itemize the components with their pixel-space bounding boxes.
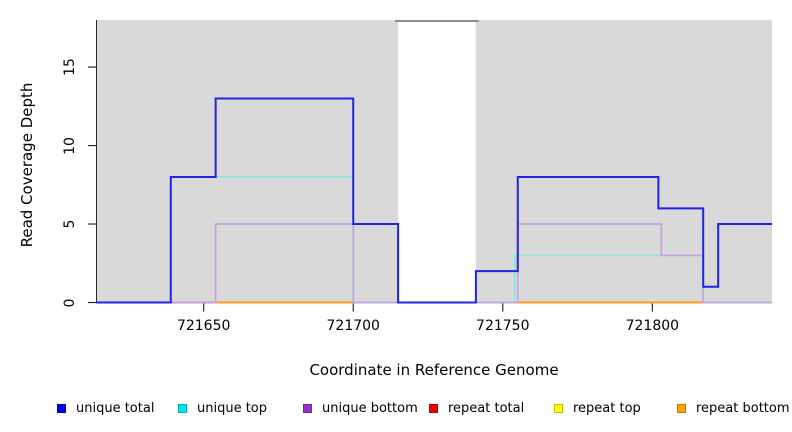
legend-swatch-icon — [57, 403, 66, 413]
y-tick-label: 5 — [62, 219, 78, 229]
legend-item-repeat-bottom: repeat bottom — [677, 399, 790, 417]
legend-swatch-icon — [554, 403, 563, 413]
legend-item-repeat-top: repeat top — [554, 399, 641, 417]
legend-label: unique bottom — [322, 400, 418, 416]
x-tick-label: 721650 — [176, 318, 231, 334]
legend-label: repeat top — [573, 400, 641, 416]
aligned-region-right — [475, 20, 772, 303]
legend-item-repeat-total: repeat total — [429, 399, 524, 417]
aligned-region-left — [96, 20, 399, 303]
legend-swatch-icon — [677, 403, 686, 413]
legend-item-unique-total: unique total — [57, 399, 154, 417]
y-tick-label: 15 — [62, 58, 78, 76]
x-tick-label: 721750 — [476, 318, 530, 334]
legend-swatch-icon — [178, 403, 187, 413]
series-line-unique-total — [96, 97, 772, 304]
legend-swatch-icon — [429, 403, 438, 413]
legend-label: repeat total — [448, 400, 525, 416]
y-axis-title: Read Coverage Depth — [18, 82, 36, 248]
legend-label: unique top — [197, 400, 268, 416]
y-tick-label: 0 — [62, 298, 78, 307]
x-tick-label: 721700 — [326, 318, 380, 334]
legend: unique total unique top unique bottom repea… — [0, 399, 792, 419]
legend-label: unique total — [76, 400, 155, 416]
x-axis-title: Coordinate in Reference Genome — [309, 361, 559, 379]
y-tick-label: 10 — [62, 136, 78, 155]
legend-item-unique-bottom: unique bottom — [303, 399, 418, 417]
legend-item-unique-top: unique top — [178, 399, 267, 417]
legend-swatch-icon — [303, 403, 312, 413]
x-tick-label: 721800 — [625, 318, 680, 334]
legend-label: repeat bottom — [696, 400, 790, 416]
